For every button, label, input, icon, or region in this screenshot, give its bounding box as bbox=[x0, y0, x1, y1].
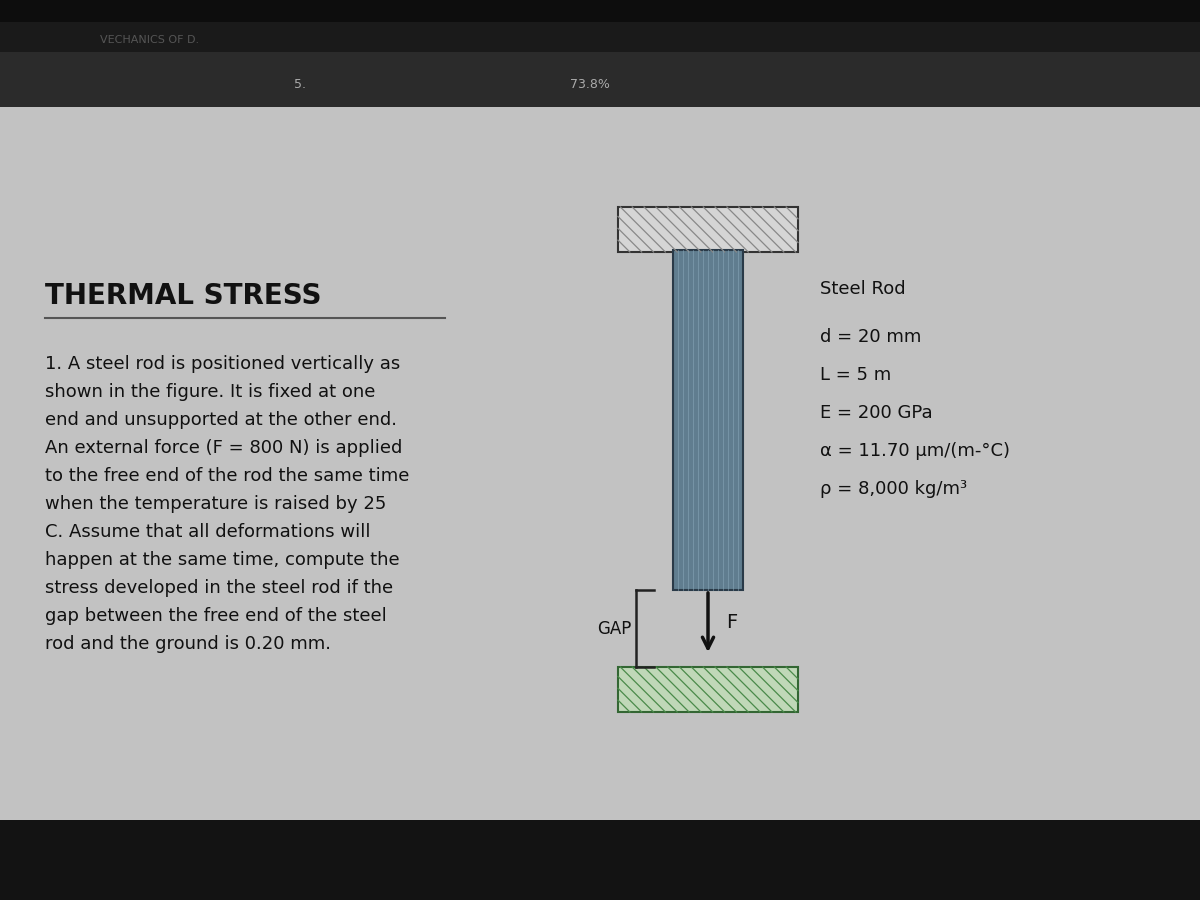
Bar bbox=[618, 667, 798, 712]
Text: F: F bbox=[726, 613, 737, 632]
Text: 5.: 5. bbox=[294, 78, 306, 92]
Text: E = 200 GPa: E = 200 GPa bbox=[820, 404, 932, 422]
Text: when the temperature is raised by 25: when the temperature is raised by 25 bbox=[46, 495, 386, 513]
Text: α = 11.70 μm/(m-°C): α = 11.70 μm/(m-°C) bbox=[820, 442, 1010, 460]
Text: gap between the free end of the steel: gap between the free end of the steel bbox=[46, 607, 386, 625]
Text: end and unsupported at the other end.: end and unsupported at the other end. bbox=[46, 411, 397, 429]
Text: THERMAL STRESS: THERMAL STRESS bbox=[46, 282, 322, 310]
Text: An external force (F = 800 N) is applied: An external force (F = 800 N) is applied bbox=[46, 439, 402, 457]
Bar bbox=[0, 107, 1200, 820]
Text: to the free end of the rod the same time: to the free end of the rod the same time bbox=[46, 467, 409, 485]
Text: ρ = 8,000 kg/m³: ρ = 8,000 kg/m³ bbox=[820, 480, 967, 498]
Text: VECHANICS OF D.: VECHANICS OF D. bbox=[100, 35, 199, 45]
Text: 73.8%: 73.8% bbox=[570, 78, 610, 92]
Text: rod and the ground is 0.20 mm.: rod and the ground is 0.20 mm. bbox=[46, 635, 331, 653]
Bar bbox=[618, 207, 798, 252]
Text: stress developed in the steel rod if the: stress developed in the steel rod if the bbox=[46, 579, 394, 597]
Bar bbox=[0, 22, 1200, 52]
Text: shown in the figure. It is fixed at one: shown in the figure. It is fixed at one bbox=[46, 383, 376, 401]
Bar bbox=[673, 250, 743, 590]
Text: Steel Rod: Steel Rod bbox=[820, 280, 906, 298]
Text: GAP: GAP bbox=[596, 619, 631, 637]
Text: C. Assume that all deformations will: C. Assume that all deformations will bbox=[46, 523, 371, 541]
Bar bbox=[0, 52, 1200, 107]
Text: L = 5 m: L = 5 m bbox=[820, 366, 892, 384]
Text: happen at the same time, compute the: happen at the same time, compute the bbox=[46, 551, 400, 569]
Text: 1. A steel rod is positioned vertically as: 1. A steel rod is positioned vertically … bbox=[46, 355, 401, 373]
Text: d = 20 mm: d = 20 mm bbox=[820, 328, 922, 346]
Bar bbox=[0, 820, 1200, 900]
Bar bbox=[0, 0, 1200, 22]
